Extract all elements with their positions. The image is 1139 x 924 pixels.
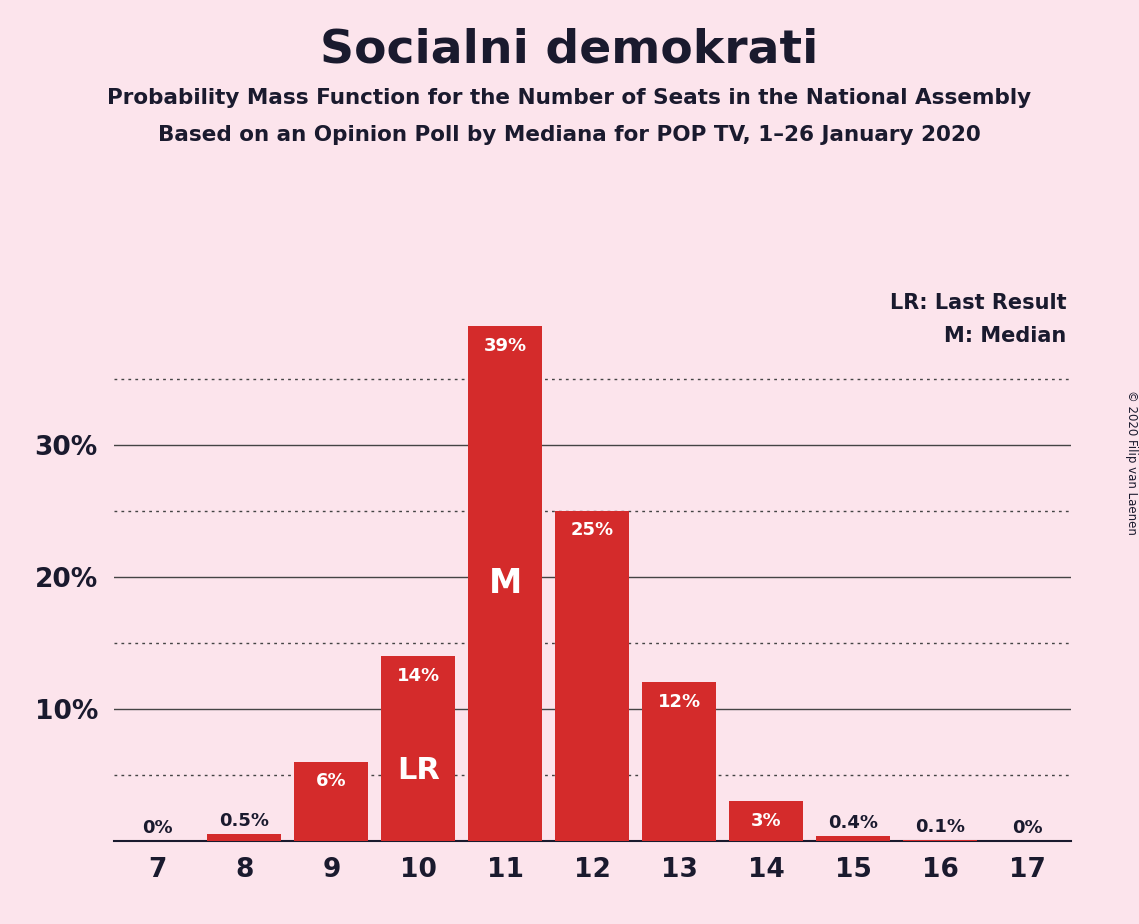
Bar <box>729 801 803 841</box>
Bar <box>817 835 891 841</box>
Text: 0.1%: 0.1% <box>916 818 965 835</box>
Text: 12%: 12% <box>657 693 700 711</box>
Text: 0%: 0% <box>142 819 173 837</box>
Bar <box>556 511 629 841</box>
Bar <box>207 834 281 841</box>
Bar <box>382 656 456 841</box>
Text: 14%: 14% <box>396 666 440 685</box>
Text: Based on an Opinion Poll by Mediana for POP TV, 1–26 January 2020: Based on an Opinion Poll by Mediana for … <box>158 125 981 145</box>
Bar <box>642 683 716 841</box>
Text: Probability Mass Function for the Number of Seats in the National Assembly: Probability Mass Function for the Number… <box>107 88 1032 108</box>
Text: 0.4%: 0.4% <box>828 814 878 832</box>
Text: 0.5%: 0.5% <box>220 812 269 831</box>
Bar <box>468 326 542 841</box>
Text: 0%: 0% <box>1011 819 1042 837</box>
Text: LR: LR <box>396 756 440 785</box>
Text: © 2020 Filip van Laenen: © 2020 Filip van Laenen <box>1124 390 1138 534</box>
Text: 39%: 39% <box>484 336 527 355</box>
Text: M: M <box>489 567 522 600</box>
Text: LR: Last Result: LR: Last Result <box>890 293 1066 313</box>
Text: M: Median: M: Median <box>944 326 1066 346</box>
Bar <box>903 840 977 841</box>
Text: 25%: 25% <box>571 521 614 540</box>
Text: Socialni demokrati: Socialni demokrati <box>320 28 819 73</box>
Text: 3%: 3% <box>751 812 781 830</box>
Bar <box>294 761 368 841</box>
Text: 6%: 6% <box>316 772 346 790</box>
